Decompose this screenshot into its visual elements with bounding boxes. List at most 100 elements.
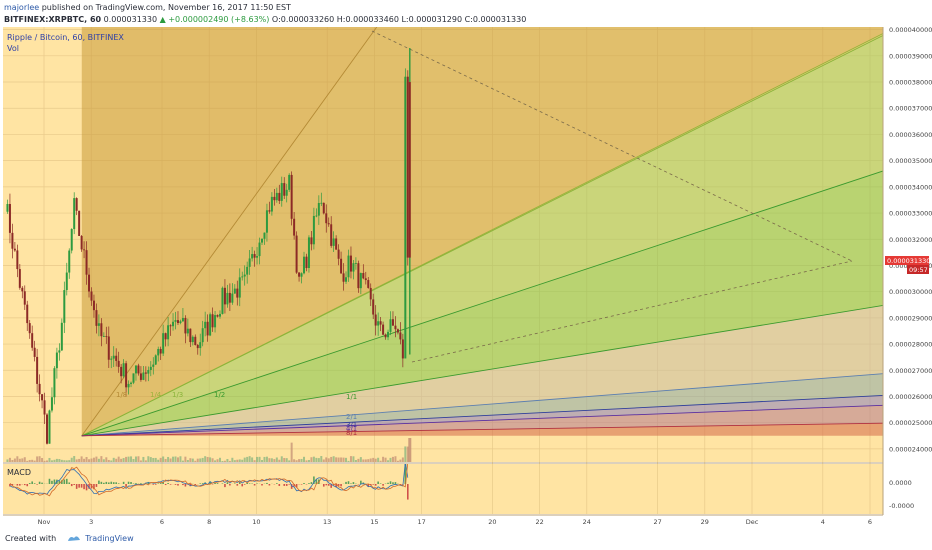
volume-bar — [401, 457, 404, 462]
candle-body — [144, 372, 147, 374]
gann-level-label: 1/1 — [346, 393, 357, 401]
volume-bar — [184, 456, 187, 462]
gann-fan-ray[interactable] — [81, 168, 892, 437]
volume-bar — [125, 456, 128, 462]
volume-bar — [315, 457, 318, 462]
candle-body — [283, 183, 286, 196]
volume-bar — [303, 456, 306, 462]
macd-histogram-bar — [100, 481, 103, 484]
gann-fan-ray[interactable] — [81, 422, 892, 437]
publish-line: majorlee published on TradingView.com, N… — [4, 3, 291, 12]
projection-lines[interactable] — [371, 30, 853, 363]
macd-histogram-bar — [41, 482, 43, 484]
candle-body — [85, 250, 88, 275]
macd-axis-label: 0.0000 — [889, 479, 912, 487]
volume-bar — [105, 457, 108, 462]
candle-body — [211, 314, 214, 328]
candle-body — [256, 256, 259, 258]
volume-bar — [176, 457, 179, 462]
candle-body — [23, 291, 26, 305]
macd-histogram-bar — [362, 482, 365, 484]
symbol-name: BITFINEX:XRPBTC, 60 — [4, 15, 102, 24]
macd-histogram-bar — [115, 482, 118, 484]
price-axis[interactable]: 0.000024000 0.000025000 0.000026000 0.00002… — [889, 26, 932, 453]
gann-fan-ray[interactable] — [81, 373, 892, 437]
tradingview-brand[interactable]: TradingView — [85, 534, 134, 543]
candle-body — [263, 232, 266, 239]
gann-fan-ray[interactable] — [81, 404, 892, 437]
candle-body — [6, 204, 9, 212]
price-tag-value: 0.000031330 — [887, 257, 930, 265]
candle-body — [288, 174, 291, 190]
author-link[interactable]: majorlee — [4, 3, 40, 12]
volume-bar — [201, 457, 204, 462]
gann-fan-ray[interactable] — [81, 31, 892, 437]
candle-body — [384, 334, 387, 338]
volume-bar — [211, 458, 214, 462]
candle-body — [231, 293, 234, 303]
macd-histogram-bar — [276, 483, 278, 484]
volume-bar — [149, 457, 152, 462]
volume-bar — [243, 457, 246, 462]
candle-body — [327, 223, 330, 225]
price-axis-label: 0.000029000 — [889, 314, 932, 322]
candle-body — [65, 272, 68, 291]
volume-bar — [263, 456, 266, 462]
candle-body — [404, 76, 407, 359]
candle-body — [364, 278, 367, 281]
volume-bar — [221, 460, 224, 462]
macd-histogram-bar — [19, 484, 21, 486]
volume-bar — [347, 460, 350, 462]
candle-body — [337, 249, 340, 259]
candle-body — [130, 382, 133, 384]
macd-histogram-bar — [26, 484, 29, 487]
gann-level-label: 1/8 — [116, 391, 127, 399]
time-axis[interactable]: Nov 3 6 8 10 13 15 17 20 22 24 27 29 Dec 4 6 — [38, 518, 872, 526]
volume-bar — [389, 457, 392, 462]
candle-body — [46, 414, 49, 444]
candle-body — [28, 323, 31, 334]
candle-body — [181, 317, 184, 322]
candle-body — [70, 229, 73, 251]
price-tag-box — [885, 256, 929, 265]
candle-body — [134, 365, 137, 374]
gann-level-label: 8/1 — [346, 429, 357, 437]
macd-histogram-bar — [9, 484, 11, 487]
candle-body — [41, 394, 44, 401]
volume-bar — [406, 446, 409, 462]
volume-bar — [152, 458, 155, 462]
candle-body — [223, 287, 226, 305]
volume-bar — [261, 460, 264, 462]
macd-histogram-bar — [88, 484, 90, 489]
volume-bar — [387, 460, 390, 462]
gann-fan[interactable] — [81, 27, 892, 437]
candle-body — [216, 315, 219, 317]
macd-histogram-bar — [112, 482, 115, 484]
macd-histogram-bar — [70, 484, 73, 487]
candle-body — [152, 364, 155, 367]
time-axis-label: 3 — [89, 518, 93, 526]
macd-histogram-bar — [105, 481, 108, 484]
macd-histogram-bar — [285, 484, 288, 486]
projection-line[interactable] — [371, 30, 853, 262]
candle-body — [214, 315, 217, 328]
gann-fan-ray[interactable] — [81, 395, 892, 437]
gann-fan-ray[interactable] — [81, 27, 378, 437]
candle-body — [258, 242, 261, 257]
candle-body — [243, 274, 246, 277]
candle-body — [270, 196, 273, 212]
macd-histogram-bar — [182, 484, 184, 486]
volume-bar — [320, 456, 323, 462]
macd-histogram-bar — [73, 484, 75, 485]
macd-pane-background — [3, 464, 883, 514]
candle-body — [172, 321, 175, 327]
macd-histogram-bar — [377, 481, 379, 484]
macd-histogram-bar — [117, 483, 120, 484]
gann-fan-ray[interactable] — [81, 304, 892, 437]
volume-bar — [137, 456, 140, 462]
candles — [6, 47, 411, 445]
macd-histogram-bar — [246, 482, 248, 484]
macd-histogram-bar — [36, 484, 38, 485]
macd-histogram-bar — [253, 484, 256, 486]
